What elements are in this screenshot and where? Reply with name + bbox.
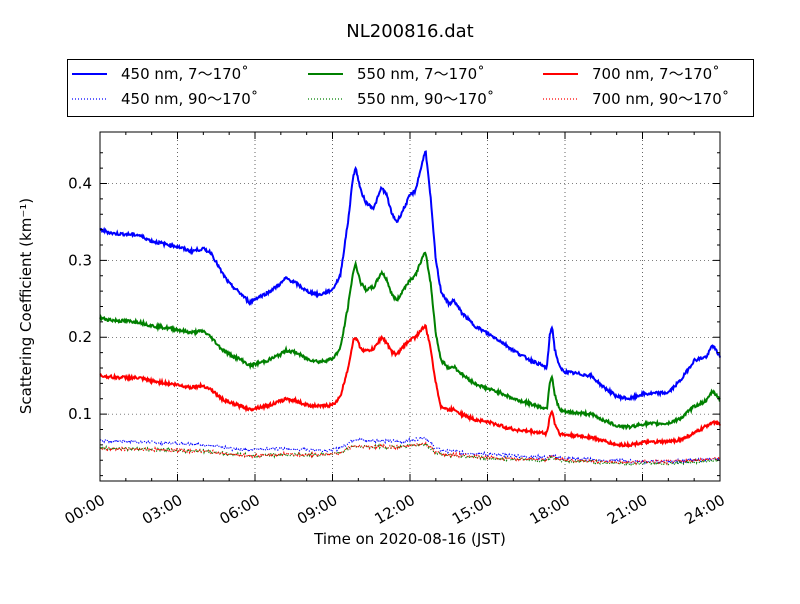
x-axis-label: Time on 2020-08-16 (JST) — [313, 530, 506, 548]
legend-label: 450 nm, 90～170˚ — [121, 90, 258, 108]
series-line-700-nm-7-170- — [99, 323, 721, 449]
series-line-550-nm-90-170- — [99, 441, 721, 467]
series-line-450-nm-90-170- — [99, 433, 721, 466]
y-tick-label: 0.1 — [68, 405, 92, 423]
y-tick-label: 0.3 — [68, 251, 92, 269]
legend-label: 550 nm, 7～170˚ — [357, 65, 485, 83]
grid — [100, 132, 720, 481]
y-axis-label: Scattering Coefficient (km⁻¹) — [17, 198, 35, 414]
series-group — [99, 150, 721, 467]
plot-area — [100, 132, 720, 481]
legend-label: 550 nm, 90～170˚ — [357, 90, 494, 108]
series-line-550-nm-7-170- — [99, 251, 721, 431]
legend: 450 nm, 7～170˚ 550 nm, 7～170˚ 700 nm, 7～17… — [67, 59, 754, 117]
legend-label: 450 nm, 7～170˚ — [121, 65, 249, 83]
legend-label: 700 nm, 7～170˚ — [592, 65, 720, 83]
legend-label: 700 nm, 90～170˚ — [592, 90, 729, 108]
series-line-700-nm-90-170- — [99, 441, 721, 466]
legend-box — [67, 59, 754, 117]
series-line-450-nm-7-170- — [99, 150, 721, 402]
y-tick-label: 0.4 — [68, 175, 92, 193]
chart-title: NL200816.dat — [346, 21, 473, 42]
y-tick-label: 0.2 — [68, 328, 92, 346]
